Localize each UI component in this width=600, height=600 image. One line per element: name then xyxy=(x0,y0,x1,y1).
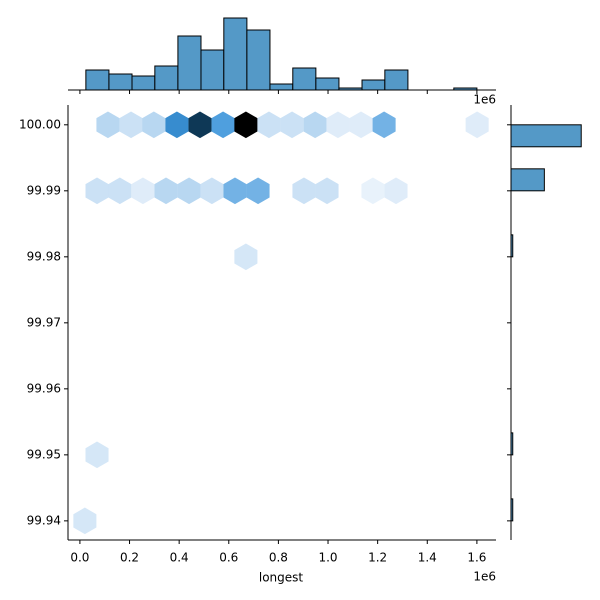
hexbin xyxy=(384,177,408,205)
x-tick-label: 0.2 xyxy=(120,551,139,565)
hexbin xyxy=(292,177,316,205)
hexbin xyxy=(154,177,178,205)
x-hist-bar xyxy=(269,83,294,91)
hexbin xyxy=(96,111,120,139)
y-tick-label: 100.00 xyxy=(19,117,61,131)
x-hist-bar xyxy=(246,29,271,91)
x-hist-bar xyxy=(154,65,179,91)
y-tick-label: 99.99 xyxy=(27,183,61,197)
y-hist-bar xyxy=(510,124,582,148)
hexbin xyxy=(211,111,235,139)
x-hist-bar xyxy=(384,69,409,91)
hexbin xyxy=(73,507,97,535)
x-tick-label: 0.0 xyxy=(70,551,89,565)
x-tick-label: 1.0 xyxy=(318,551,337,565)
hexbin xyxy=(234,243,258,271)
hexbin xyxy=(131,177,155,205)
y-tick-label: 99.98 xyxy=(27,249,61,263)
y-tick-label: 99.96 xyxy=(27,381,61,395)
hexbin xyxy=(315,177,339,205)
hexbin xyxy=(188,111,212,139)
hexbin xyxy=(372,111,396,139)
x-hist-bar xyxy=(131,75,156,91)
y-hist-bar xyxy=(510,168,545,192)
hexbin xyxy=(280,111,304,139)
x-axis-label: longest xyxy=(259,571,304,585)
hexbin xyxy=(257,111,281,139)
hexbin xyxy=(108,177,132,205)
hexbin xyxy=(246,177,270,205)
hexbin xyxy=(361,177,385,205)
hexbin xyxy=(200,177,224,205)
x-tick-label: 1.6 xyxy=(467,551,486,565)
hexbin xyxy=(119,111,143,139)
hexbin xyxy=(326,111,350,139)
x-hist-bar xyxy=(177,35,202,91)
x-hist-bar xyxy=(108,73,133,91)
x-tick-label: 1.2 xyxy=(368,551,387,565)
x-offset-label: 1e6 xyxy=(473,93,496,107)
hexbin xyxy=(165,111,189,139)
x-offset-label: 1e6 xyxy=(473,570,496,584)
x-tick-label: 0.8 xyxy=(269,551,288,565)
x-hist-bar xyxy=(315,77,340,91)
hexbin xyxy=(234,111,258,139)
x-hist-bar xyxy=(200,49,225,91)
x-hist-bar xyxy=(292,67,317,91)
x-tick-label: 0.4 xyxy=(170,551,189,565)
x-hist-bar xyxy=(223,17,248,91)
x-tick-label: 1.4 xyxy=(418,551,437,565)
x-hist-bar xyxy=(361,79,386,91)
hexbin xyxy=(177,177,201,205)
hexbin xyxy=(223,177,247,205)
hexbin xyxy=(349,111,373,139)
hexbin xyxy=(142,111,166,139)
y-tick-label: 99.97 xyxy=(27,315,61,329)
x-hist-bar xyxy=(85,69,110,91)
x-tick-label: 0.6 xyxy=(219,551,238,565)
hexbin xyxy=(85,177,109,205)
hexbin xyxy=(85,441,109,469)
hexbin xyxy=(465,111,489,139)
y-tick-label: 99.95 xyxy=(27,447,61,461)
hexbin xyxy=(303,111,327,139)
y-tick-label: 99.94 xyxy=(27,513,61,527)
